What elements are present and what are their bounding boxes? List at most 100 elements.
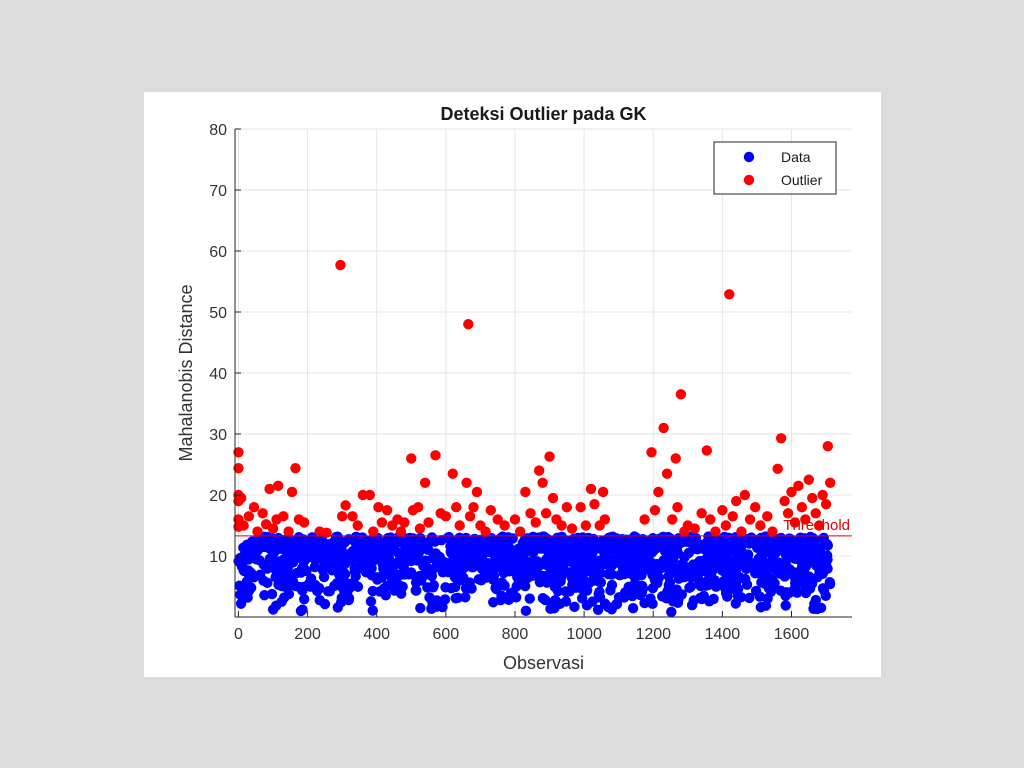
data-point	[399, 553, 410, 564]
data-point	[367, 585, 378, 597]
data-point	[662, 561, 673, 572]
data-point	[343, 594, 354, 606]
outlier-point	[705, 514, 716, 525]
data-point	[552, 557, 563, 568]
x-tick-label: 1400	[705, 626, 741, 643]
data-point	[298, 581, 309, 593]
outlier-point	[597, 486, 609, 498]
outlier-point	[492, 514, 503, 525]
data-point	[613, 592, 625, 603]
data-point	[547, 569, 558, 581]
outlier-point	[689, 523, 700, 534]
outlier-point	[779, 495, 790, 507]
data-point	[507, 561, 518, 572]
data-point	[234, 580, 245, 591]
data-point	[777, 562, 788, 573]
data-point	[679, 551, 690, 563]
data-point	[822, 563, 833, 574]
data-point	[439, 594, 451, 605]
data-point	[283, 588, 295, 600]
outlier-point	[793, 480, 804, 492]
outlier-point	[451, 502, 462, 513]
data-point	[379, 583, 390, 594]
outlier-point	[336, 511, 348, 522]
data-point	[791, 587, 803, 598]
data-point	[470, 549, 482, 560]
data-point	[724, 584, 735, 596]
data-point	[706, 560, 717, 572]
data-point	[695, 580, 706, 592]
outlier-point	[561, 502, 573, 513]
data-point	[281, 543, 292, 555]
data-point	[276, 580, 288, 592]
data-point	[520, 580, 531, 592]
data-point	[614, 569, 625, 581]
y-tick-label: 70	[209, 183, 227, 200]
data-point	[623, 539, 634, 551]
data-point	[606, 569, 617, 580]
x-tick-label: 1200	[635, 626, 671, 643]
data-point	[695, 565, 707, 576]
outlier-point	[352, 520, 363, 531]
data-point	[798, 571, 810, 582]
data-point	[243, 585, 255, 597]
outlier-point	[724, 289, 735, 300]
outlier-point	[800, 514, 811, 525]
threshold-label: Threshold	[783, 517, 850, 534]
data-point	[331, 562, 342, 573]
outlier-point	[520, 486, 531, 498]
data-point	[710, 581, 722, 592]
data-point	[387, 573, 399, 585]
data-point	[527, 547, 539, 558]
data-point	[541, 554, 552, 565]
data-point	[775, 585, 786, 596]
data-point	[296, 563, 308, 574]
data-point	[428, 580, 439, 591]
data-point	[757, 544, 768, 555]
outlier-point	[406, 453, 417, 464]
data-point	[461, 548, 472, 559]
outlier-point	[278, 511, 289, 522]
data-point	[537, 592, 549, 604]
data-point	[766, 576, 777, 587]
data-point	[520, 605, 532, 617]
outlier-point	[286, 486, 298, 498]
legend-box	[713, 141, 837, 195]
data-point	[664, 577, 676, 589]
data-point	[399, 545, 411, 556]
data-point	[309, 561, 320, 573]
data-point	[511, 581, 522, 592]
data-point	[235, 598, 247, 609]
data-point	[673, 573, 685, 584]
data-point	[645, 556, 656, 568]
data-point	[495, 595, 506, 606]
outlier-point	[701, 445, 713, 456]
data-point	[572, 532, 584, 544]
outlier-point	[395, 526, 407, 537]
outlier-point	[257, 508, 268, 519]
outlier-point	[547, 492, 559, 504]
data-point	[652, 577, 663, 589]
data-point	[605, 585, 616, 596]
outlier-point	[533, 465, 545, 476]
outlier-point	[739, 489, 751, 501]
outlier-point	[509, 514, 521, 525]
data-point	[410, 585, 421, 596]
data-point	[430, 548, 441, 559]
data-point	[238, 542, 249, 553]
data-point	[303, 536, 315, 548]
data-point	[295, 605, 307, 617]
outlier-point	[566, 523, 578, 534]
data-point	[270, 561, 281, 572]
data-point	[311, 585, 323, 597]
outlier-point	[649, 505, 661, 516]
outlier-point	[414, 523, 426, 534]
data-point	[404, 532, 416, 544]
data-point	[770, 547, 782, 558]
data-point	[460, 532, 472, 544]
outlier-point	[775, 433, 787, 444]
data-point	[650, 564, 662, 575]
outlier-point	[514, 526, 526, 537]
data-point	[529, 535, 541, 547]
outlier-point	[772, 463, 783, 474]
